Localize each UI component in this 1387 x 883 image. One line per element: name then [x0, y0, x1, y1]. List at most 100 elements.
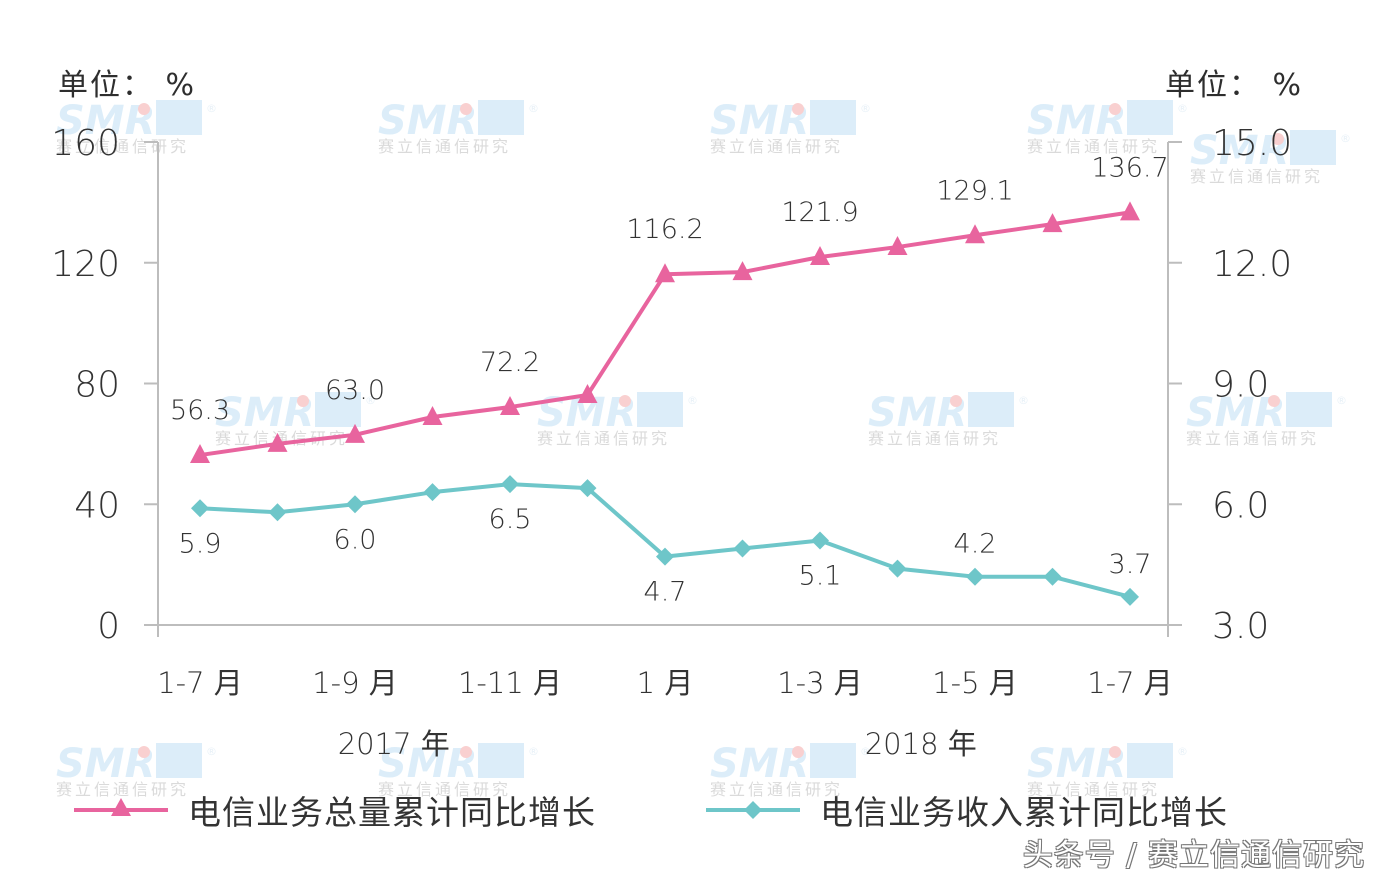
x-tick-label: 1-7 月	[1087, 666, 1173, 700]
right-y-tick-label: 9.0	[1212, 365, 1269, 406]
watermark-logo: SMR ®赛立信通信研究	[378, 98, 539, 156]
triangle-marker-icon	[1042, 213, 1063, 233]
diamond-marker-icon	[733, 539, 752, 558]
left-y-tick-label: 0	[97, 606, 120, 647]
triangle-marker-icon	[190, 444, 210, 464]
footer-credit: 头条号 / 赛立信通信研究	[1022, 838, 1365, 873]
data-label: 136.7	[1091, 152, 1168, 183]
triangle-marker-icon	[1120, 201, 1140, 221]
svg-text:SMR: SMR	[1027, 741, 1126, 787]
triangle-marker-icon	[422, 406, 443, 426]
right-y-tick-label: 6.0	[1212, 485, 1269, 526]
data-label: 6.0	[334, 524, 377, 555]
right-axis-unit-label: 单位： %	[1165, 68, 1304, 103]
diamond-marker-icon	[423, 483, 442, 502]
svg-text:SMR: SMR	[56, 741, 155, 787]
svg-text:赛立信通信研究: 赛立信通信研究	[537, 429, 670, 448]
left-y-tick-label: 160	[51, 123, 120, 164]
svg-text:赛立信通信研究: 赛立信通信研究	[868, 429, 1001, 448]
triangle-marker-icon	[655, 263, 675, 283]
x-tick-label: 1-7 月	[157, 666, 243, 700]
triangle-marker-icon	[267, 432, 288, 452]
data-label: 129.1	[936, 175, 1013, 206]
data-label: 121.9	[781, 197, 858, 228]
svg-text:SMR: SMR	[868, 390, 967, 436]
legend-item-volume: 电信业务总量累计同比增长	[72, 785, 596, 835]
right-y-tick-label: 12.0	[1212, 244, 1292, 285]
watermark-logo: SMR ®赛立信通信研究	[537, 390, 698, 448]
data-label: 5.1	[799, 560, 842, 591]
diamond-marker-icon	[191, 499, 209, 518]
watermark-logo: SMR ® 赛立信通信研究	[378, 741, 539, 799]
left-y-tick-label: 120	[51, 244, 120, 285]
legend-label-revenue: 电信业务收入累计同比增长	[820, 793, 1228, 832]
svg-text:®: ®	[206, 745, 217, 758]
x-tick-label: 1-11 月	[458, 666, 562, 700]
watermark-logo: SMR ® 赛立信通信研究	[1027, 741, 1188, 799]
x-tick-label: 1-9 月	[312, 666, 398, 700]
svg-text:®: ®	[860, 745, 871, 758]
triangle-marker-icon	[810, 246, 830, 266]
diamond-marker-icon	[966, 567, 984, 586]
svg-text:®: ®	[860, 102, 871, 115]
triangle-marker-icon	[732, 261, 753, 281]
watermark-logo: SMR ®赛立信通信研究	[1027, 98, 1188, 156]
watermark-logo: SMR ®赛立信通信研究	[710, 98, 871, 156]
data-label: 116.2	[626, 214, 703, 245]
x-tick-label: 1-5 月	[932, 666, 1018, 700]
svg-text:赛立信通信研究: 赛立信通信研究	[1027, 137, 1160, 156]
svg-text:SMR: SMR	[378, 741, 477, 787]
svg-text:SMR: SMR	[56, 98, 155, 144]
legend-label-volume: 电信业务总量累计同比增长	[188, 793, 596, 832]
data-label: 5.9	[179, 528, 222, 559]
svg-text:®: ®	[1336, 394, 1347, 407]
svg-text:赛立信通信研究: 赛立信通信研究	[1190, 167, 1323, 186]
watermark-logo: SMR ® 赛立信通信研究	[56, 741, 217, 799]
svg-text:赛立信通信研究: 赛立信通信研究	[1027, 780, 1160, 799]
data-label: 4.7	[644, 577, 687, 608]
data-label: 72.2	[480, 347, 540, 378]
svg-text:赛立信通信研究: 赛立信通信研究	[56, 780, 189, 799]
svg-text:®: ®	[528, 102, 539, 115]
diamond-marker-icon	[1121, 587, 1139, 606]
svg-text:®: ®	[1340, 132, 1351, 145]
series-layer	[190, 201, 1140, 606]
svg-text:赛立信通信研究: 赛立信通信研究	[710, 780, 843, 799]
data-labels: 56.3 63.0 72.2 116.2 121.9 129.1 136.7 5.9 6.0 6.…	[170, 152, 1169, 607]
svg-text:赛立信通信研究: 赛立信通信研究	[378, 780, 511, 799]
svg-text:赛立信通信研究: 赛立信通信研究	[378, 137, 511, 156]
svg-text:SMR: SMR	[1027, 98, 1126, 144]
axes: 0 40 80 120 160 3.0 6.0 9.0 12.0 15.0 1-7 月 1-9 月 1-…	[51, 123, 1292, 761]
diamond-marker-icon	[501, 475, 519, 494]
triangle-marker-icon	[577, 383, 598, 403]
left-y-tick-label: 40	[74, 485, 120, 526]
triangle-marker-icon	[965, 224, 985, 244]
data-label: 6.5	[489, 504, 532, 535]
svg-text:赛立信通信研究: 赛立信通信研究	[710, 137, 843, 156]
svg-text:®: ®	[1018, 394, 1029, 407]
svg-text:®: ®	[528, 745, 539, 758]
svg-text:SMR: SMR	[710, 741, 809, 787]
diamond-marker-icon	[578, 479, 597, 498]
watermark-logo: SMR ® 赛立信通信研究	[710, 741, 871, 799]
svg-text:SMR: SMR	[1190, 128, 1289, 174]
triangle-marker-icon	[887, 236, 908, 256]
watermark-logo: SMR ®赛立信通信研究	[1186, 390, 1347, 448]
left-axis-unit-label: 单位： %	[58, 68, 197, 103]
svg-text:®: ®	[365, 394, 376, 407]
diamond-marker-icon	[656, 547, 674, 566]
svg-text:®: ®	[206, 102, 217, 115]
data-label: 4.2	[954, 529, 997, 560]
svg-text:®: ®	[687, 394, 698, 407]
diamond-marker-icon	[1043, 567, 1062, 586]
data-label: 3.7	[1109, 549, 1152, 580]
svg-text:赛立信通信研究: 赛立信通信研究	[1186, 429, 1319, 448]
right-y-tick-label: 15.0	[1212, 123, 1292, 164]
diamond-marker-icon	[268, 503, 287, 522]
x-group-label: 2018 年	[865, 727, 977, 761]
data-label: 56.3	[170, 395, 230, 426]
svg-text:®: ®	[1177, 745, 1188, 758]
legend-item-revenue: 电信业务收入累计同比增长	[704, 785, 1228, 835]
watermark-logo: SMR ® 赛立信通信研究	[1190, 128, 1351, 186]
